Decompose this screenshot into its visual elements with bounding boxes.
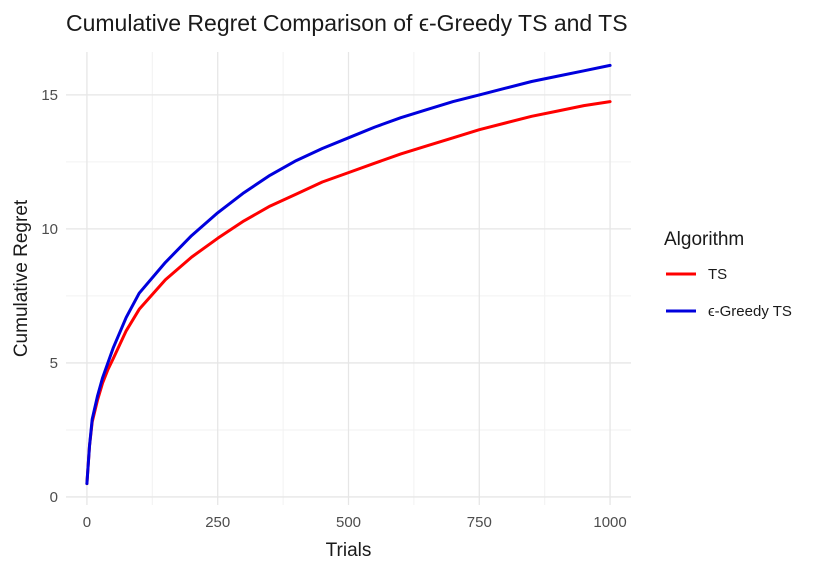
series-line--greedy-ts [85,63,612,486]
x-tick-label: 0 [83,514,91,531]
chart-title: Cumulative Regret Comparison of ϵ-Greedy… [66,10,628,36]
y-tick-label: 5 [50,355,58,372]
y-axis-title: Cumulative Regret [11,199,32,357]
series-line-ts [85,100,612,486]
x-tick-label: 500 [336,514,361,531]
legend-title: Algorithm [664,229,744,250]
y-tick-label: 0 [50,489,58,506]
y-tick-label: 15 [41,87,58,104]
x-axis-title: Trials [326,540,372,561]
x-tick-label: 250 [205,514,230,531]
y-tick-label: 10 [41,221,58,238]
x-tick-label: 750 [467,514,492,531]
legend-label: TS [708,266,727,283]
legend-label: ϵ-Greedy TS [708,303,792,320]
x-tick-label: 1000 [593,514,626,531]
